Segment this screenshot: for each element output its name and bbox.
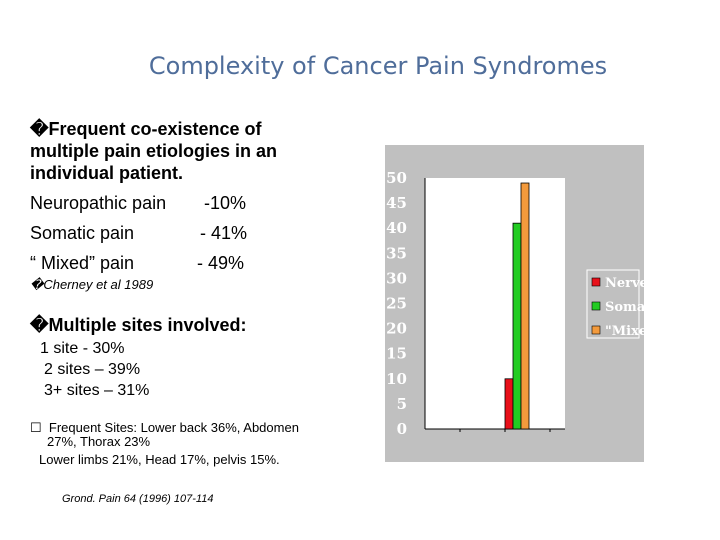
bullet-frequent-coexistence: �Frequent co-existence of multiple pain …: [30, 118, 277, 184]
chart-svg: 0 5 10 15 20 25 30 35 40 45 50 Nerve Somatic "Mixed": [386, 169, 664, 438]
stat-somatic: Somatic pain - 41%: [30, 222, 247, 244]
y-tick-label: 0: [397, 420, 407, 438]
site-count-2: 2 sites – 39%: [44, 361, 141, 378]
legend-swatch: [591, 277, 601, 287]
y-tick-label: 15: [386, 345, 407, 363]
bullet-line-1: Frequent co-existence of: [48, 119, 262, 139]
y-tick-label: 45: [386, 194, 407, 212]
y-tick-label: 10: [386, 370, 407, 388]
frequent-sites-line-3: Lower limbs 21%, Head 17%, pelvis 15%.: [39, 452, 280, 467]
slide-title: Complexity of Cancer Pain Syndromes: [148, 52, 608, 80]
y-tick-label: 30: [386, 269, 407, 287]
frequent-sites-line-2: 27%, Thorax 23%: [47, 434, 151, 449]
stat-mixed: “ Mixed” pain - 49%: [30, 252, 244, 274]
legend-swatch: [591, 325, 601, 335]
stat-label: “ Mixed” pain: [30, 253, 135, 273]
bullet-frequent-sites: ☐ Frequent Sites: Lower back 36%, Abdome…: [30, 421, 299, 467]
legend-label: Somatic: [605, 300, 644, 315]
citation-cherney: �Cherney et al 1989: [30, 277, 154, 292]
pain-type-bar-chart: 0 5 10 15 20 25 30 35 40 45 50 Nerve Somatic "Mixed": [385, 145, 664, 462]
stat-label: Somatic pain: [30, 223, 135, 243]
stat-neuropathic: Neuropathic pain -10%: [30, 192, 246, 214]
frequent-sites-line-1: Frequent Sites: Lower back 36%, Abdomen: [48, 420, 299, 435]
stat-value: -10%: [204, 193, 247, 213]
legend-swatch: [591, 301, 601, 311]
bar: [520, 182, 530, 430]
site-count-3: 3+ sites – 31%: [44, 382, 150, 399]
site-count-1: 1 site - 30%: [40, 340, 125, 357]
stat-value: - 41%: [200, 223, 248, 243]
bar: [512, 222, 522, 430]
legend-label: Nerve: [605, 276, 644, 291]
y-tick-label: 50: [386, 169, 407, 187]
plot-area: [425, 178, 565, 429]
y-tick-label: 40: [386, 219, 407, 237]
y-tick-label: 25: [386, 295, 407, 313]
bullet-line-3: individual patient.: [30, 163, 184, 183]
y-tick-label: 5: [397, 395, 407, 413]
stat-value: - 49%: [197, 253, 245, 273]
bar: [504, 378, 514, 430]
bullet-line-2: multiple pain etiologies in an: [30, 141, 278, 161]
checkbox-icon: ☐: [30, 420, 42, 435]
y-tick-label: 35: [386, 244, 407, 262]
stat-label: Neuropathic pain: [30, 193, 167, 213]
legend-label: "Mixed": [605, 324, 644, 339]
citation-grond: Grond. Pain 64 (1996) 107-114: [62, 493, 214, 505]
y-tick-label: 20: [386, 320, 407, 338]
bullet-multiple-sites: �Multiple sites involved:: [30, 315, 247, 335]
bullet-marker: �: [30, 119, 49, 139]
